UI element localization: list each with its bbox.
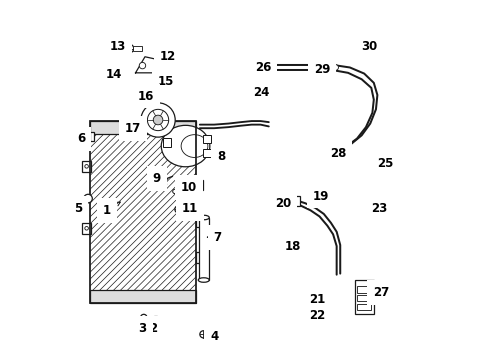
Circle shape xyxy=(153,115,163,125)
Ellipse shape xyxy=(198,278,209,282)
Bar xyxy=(291,196,300,206)
Circle shape xyxy=(162,182,166,187)
Text: 14: 14 xyxy=(106,68,122,81)
Text: 19: 19 xyxy=(312,190,329,203)
Bar xyxy=(316,196,325,206)
Text: 11: 11 xyxy=(182,202,198,215)
Ellipse shape xyxy=(325,64,333,71)
Bar xyxy=(196,216,203,227)
Ellipse shape xyxy=(267,88,272,95)
Bar xyxy=(203,135,211,143)
Text: 22: 22 xyxy=(309,309,325,322)
Text: 13: 13 xyxy=(109,40,125,53)
Circle shape xyxy=(141,103,175,137)
Text: 9: 9 xyxy=(153,172,161,185)
Circle shape xyxy=(332,64,338,70)
Ellipse shape xyxy=(198,215,209,220)
Circle shape xyxy=(83,194,92,203)
Text: 12: 12 xyxy=(159,50,176,63)
Text: 17: 17 xyxy=(124,122,141,135)
Circle shape xyxy=(356,42,364,50)
Circle shape xyxy=(324,314,326,317)
Text: 6: 6 xyxy=(77,132,86,145)
Text: 8: 8 xyxy=(215,150,225,163)
Bar xyxy=(196,252,203,263)
Bar xyxy=(85,196,91,202)
Circle shape xyxy=(140,314,147,321)
Bar xyxy=(163,138,171,147)
Text: 16: 16 xyxy=(138,90,154,103)
Circle shape xyxy=(175,206,182,213)
Circle shape xyxy=(139,62,145,69)
Bar xyxy=(82,161,91,172)
Circle shape xyxy=(322,312,328,319)
Ellipse shape xyxy=(181,135,207,157)
Circle shape xyxy=(125,44,134,53)
Bar xyxy=(196,180,203,190)
Bar xyxy=(133,46,142,51)
Text: 4: 4 xyxy=(208,330,218,343)
Bar xyxy=(198,217,208,280)
Bar xyxy=(90,291,196,303)
Text: 2: 2 xyxy=(149,321,157,335)
Text: 27: 27 xyxy=(372,286,388,299)
Ellipse shape xyxy=(161,125,209,167)
Circle shape xyxy=(155,62,161,69)
Text: 18: 18 xyxy=(284,240,300,253)
Bar xyxy=(90,121,196,303)
Ellipse shape xyxy=(366,205,371,212)
Circle shape xyxy=(147,109,168,131)
Ellipse shape xyxy=(84,226,88,230)
Text: 20: 20 xyxy=(274,197,291,210)
Circle shape xyxy=(172,189,177,194)
Ellipse shape xyxy=(269,64,276,71)
Circle shape xyxy=(116,64,124,73)
Text: 25: 25 xyxy=(377,157,393,170)
Circle shape xyxy=(200,331,206,338)
Bar xyxy=(357,295,370,301)
Bar xyxy=(354,280,373,314)
Text: 21: 21 xyxy=(309,293,325,306)
Circle shape xyxy=(322,296,328,303)
Text: 15: 15 xyxy=(158,75,174,88)
Text: 30: 30 xyxy=(360,40,376,53)
Text: 24: 24 xyxy=(253,86,269,99)
Bar xyxy=(82,222,91,234)
Text: 26: 26 xyxy=(254,61,271,74)
Text: 29: 29 xyxy=(314,63,330,76)
Bar xyxy=(90,132,94,141)
Bar xyxy=(90,121,196,134)
Text: 3: 3 xyxy=(138,321,146,335)
Bar xyxy=(357,286,370,293)
Bar xyxy=(357,304,370,310)
Ellipse shape xyxy=(84,165,88,168)
Text: 10: 10 xyxy=(181,181,197,194)
Text: 1: 1 xyxy=(102,202,120,217)
Text: 23: 23 xyxy=(371,202,387,215)
Bar xyxy=(203,149,211,157)
Text: 7: 7 xyxy=(207,231,222,244)
Text: 28: 28 xyxy=(329,147,346,160)
Polygon shape xyxy=(135,57,166,73)
Text: 5: 5 xyxy=(74,202,85,215)
Ellipse shape xyxy=(376,167,380,175)
